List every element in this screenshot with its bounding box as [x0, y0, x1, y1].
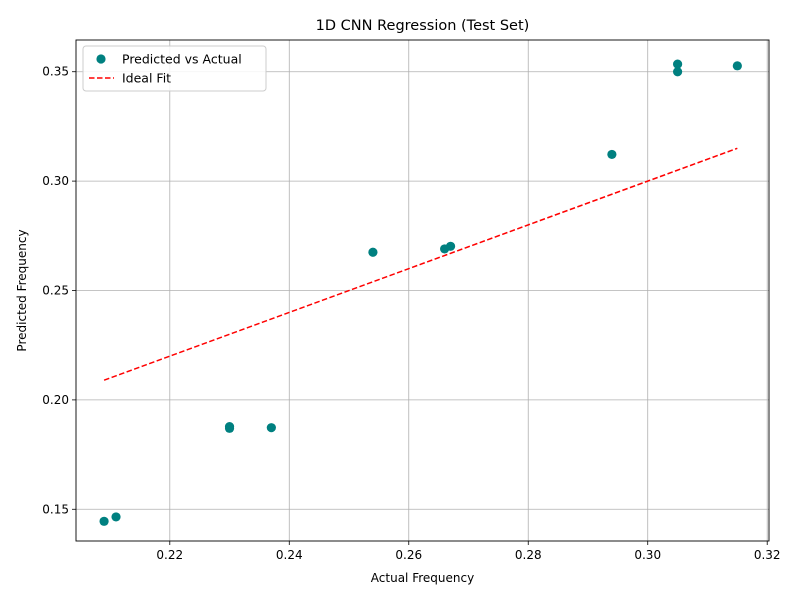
y-tick-label: 0.25 [42, 284, 69, 298]
ideal-fit-line-group [103, 147, 738, 381]
data-point [607, 149, 617, 160]
x-tick-label: 0.24 [276, 548, 303, 562]
ideal-fit-line [103, 147, 738, 381]
legend-label-scatter: Predicted vs Actual [122, 52, 242, 67]
data-point [445, 241, 456, 251]
x-tick-label: 0.26 [395, 548, 422, 562]
legend: Predicted vs Actual Ideal Fit [82, 45, 267, 92]
x-tick-label: 0.28 [515, 548, 542, 562]
legend-label-line: Ideal Fit [122, 71, 171, 86]
data-point [672, 67, 683, 77]
data-point [732, 61, 742, 71]
y-tick-label: 0.20 [42, 393, 69, 407]
chart-title: 1D CNN Regression (Test Set) [316, 18, 530, 34]
data-point [111, 512, 121, 522]
y-axis-label: Predicted Frequency [15, 229, 29, 351]
x-tick-label: 0.22 [156, 548, 183, 562]
data-point [224, 421, 235, 432]
data-point [266, 423, 276, 433]
y-tick-label: 0.15 [42, 502, 69, 516]
legend-box [82, 45, 267, 92]
grid-lines [76, 40, 769, 541]
y-axis-ticks: 0.15 0.20 0.25 0.30 0.35 [42, 65, 76, 516]
x-axis-ticks: 0.22 0.24 0.26 0.28 0.30 0.32 [156, 541, 781, 562]
x-tick-label: 0.30 [634, 548, 661, 562]
scatter-points [99, 59, 742, 526]
data-point [368, 247, 378, 257]
x-tick-label: 0.32 [754, 548, 781, 562]
y-tick-label: 0.30 [42, 174, 69, 188]
data-point [99, 516, 109, 526]
y-tick-label: 0.35 [42, 65, 69, 79]
x-axis-label: Actual Frequency [371, 571, 474, 585]
legend-marker-scatter [96, 54, 106, 64]
data-point [672, 59, 683, 69]
